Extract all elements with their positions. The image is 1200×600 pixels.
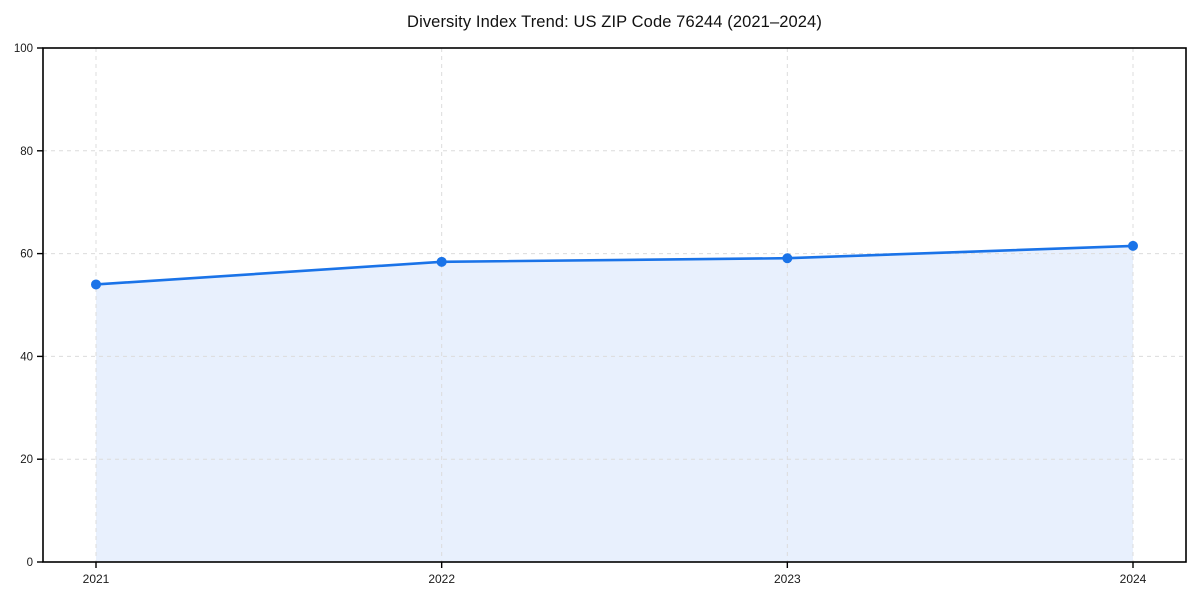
- data-point-2023: [782, 253, 793, 264]
- data-point-2021: [91, 279, 101, 290]
- x-tick-label-2021: 2021: [83, 572, 110, 586]
- y-tick-label-100: 100: [14, 43, 33, 55]
- data-point-2022: [436, 256, 447, 267]
- y-tick-label-40: 40: [20, 351, 33, 363]
- x-tick-label-2023: 2023: [774, 572, 801, 586]
- trend-line: [94, 244, 1135, 286]
- axis-ticks: [37, 47, 1134, 568]
- y-tick-label-0: 0: [27, 557, 33, 569]
- y-tick-label-80: 80: [20, 146, 33, 158]
- data-point-2024: [1128, 240, 1138, 251]
- data-points: [91, 240, 1138, 290]
- x-tick-label-2022: 2022: [428, 572, 455, 586]
- plot-border: [42, 47, 1187, 563]
- y-tick-label-20: 20: [20, 454, 33, 466]
- y-tick-label-60: 60: [20, 249, 33, 261]
- tick-labels: 0 20 40 60 80 100 2021 2022 2023 2024: [14, 43, 1147, 586]
- x-tick-label-2024: 2024: [1120, 572, 1147, 586]
- chart-title: Diversity Index Trend: US ZIP Code 76244…: [407, 13, 822, 31]
- area-fill: [96, 245, 1133, 562]
